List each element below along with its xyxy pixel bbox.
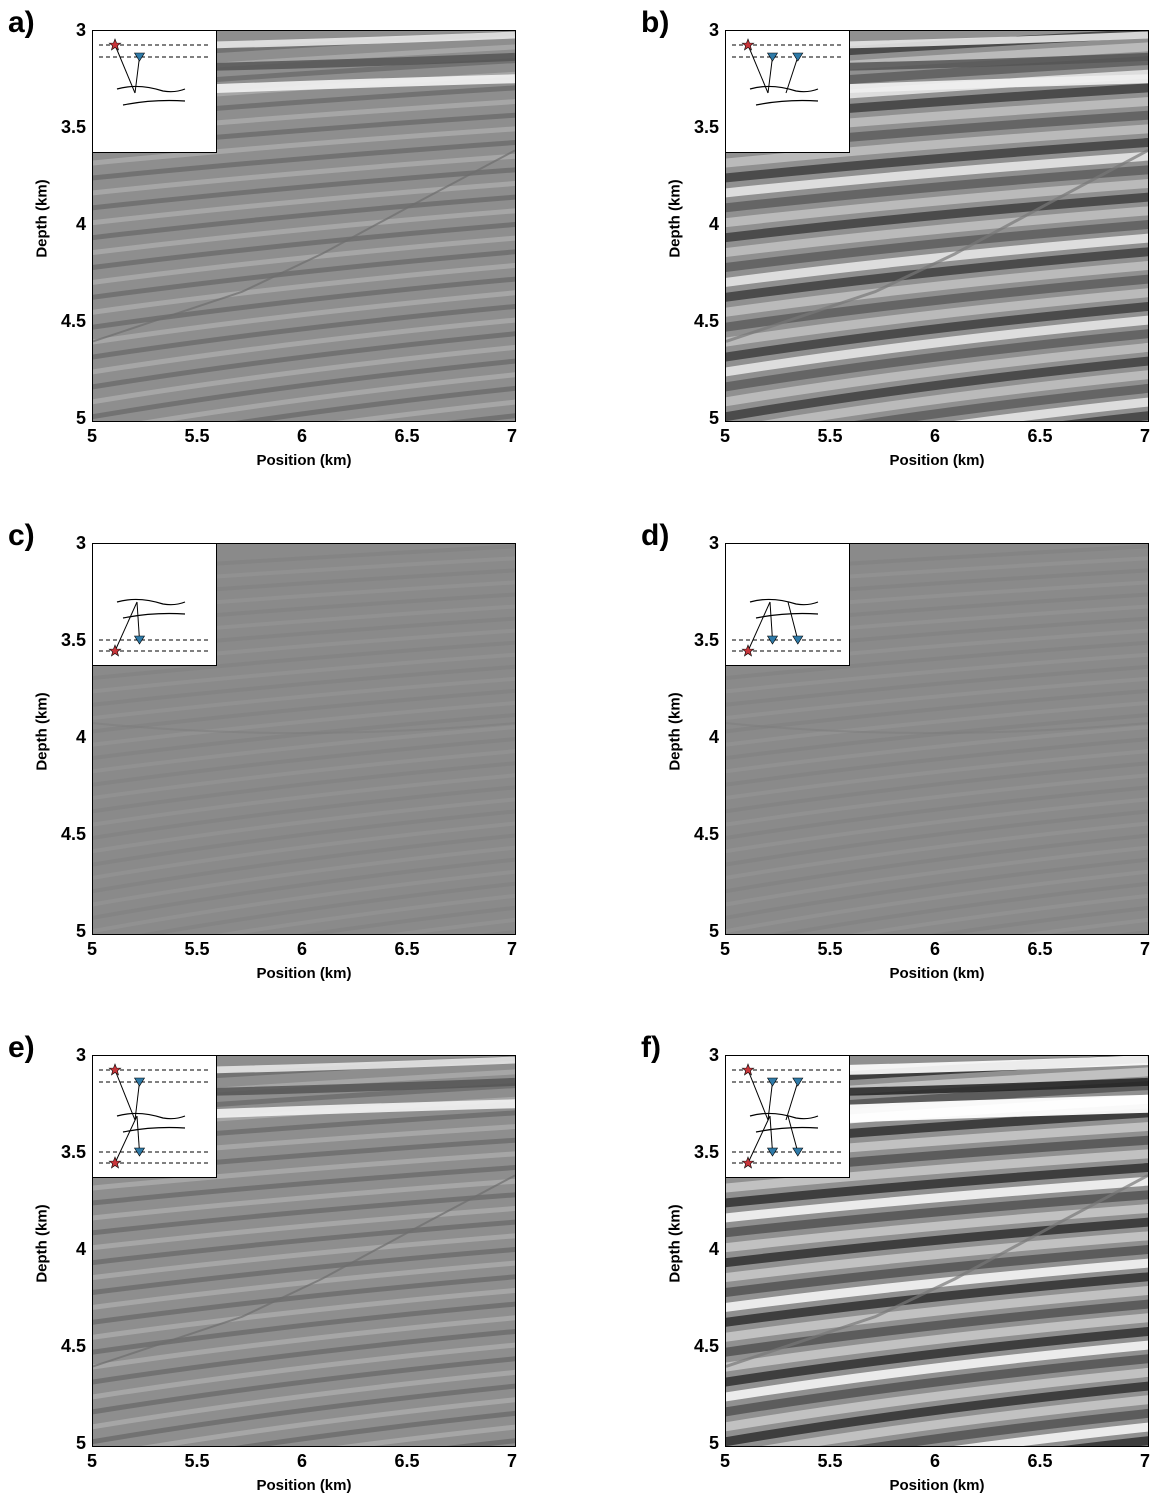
x-tick-label: 5.5 — [817, 939, 843, 959]
x-tick-label: 7 — [506, 939, 517, 959]
x-tick-label: 6.5 — [1027, 939, 1053, 959]
x-tick-label: 5.5 — [817, 1451, 843, 1471]
x-tick-label: 6 — [296, 939, 307, 959]
y-axis-label: Depth (km) — [33, 1204, 51, 1283]
seismic-image — [725, 30, 1149, 422]
y-tick-label: 5 — [708, 1433, 719, 1453]
x-tick-label: 6 — [929, 426, 940, 446]
y-axis-label: Depth (km) — [666, 692, 684, 771]
x-tick-label: 5.5 — [184, 1451, 210, 1471]
y-tick-label: 5 — [708, 921, 719, 941]
y-tick-label: 4.5 — [60, 311, 86, 331]
panel-d: d) 3 3.5 4 4.5 5 5 5.5 6 6.5 7 Depth (km) Position (… — [633, 513, 1157, 993]
panel-letter: b) — [641, 6, 670, 39]
y-tick-label: 3 — [708, 20, 719, 40]
x-tick-label: 6.5 — [394, 426, 420, 446]
panel-letter: c) — [8, 519, 35, 552]
panel-e: e) 3 3.5 4 4.5 5 5 5.5 6 6.5 7 Depth (km) Position (… — [0, 1025, 560, 1505]
y-axis-label: Depth (km) — [33, 692, 51, 771]
x-axis-label: Position (km) — [256, 1477, 352, 1494]
y-axis-label: Depth (km) — [33, 179, 51, 258]
x-tick-label: 7 — [506, 426, 517, 446]
x-axis-label: Position (km) — [256, 965, 352, 982]
panel-a: a) 3 3.5 4 4.5 5 5 5.5 6 6.5 7 Depth (km) Position (… — [0, 0, 560, 480]
acquisition-schematic-inset — [93, 1056, 217, 1178]
y-axis-label: Depth (km) — [666, 179, 684, 258]
y-tick-label: 4.5 — [693, 311, 719, 331]
x-axis-label: Position (km) — [889, 965, 985, 982]
acquisition-schematic-inset — [726, 544, 850, 666]
x-tick-label: 6 — [929, 939, 940, 959]
y-tick-label: 5 — [75, 408, 86, 428]
x-tick-label: 7 — [1139, 1451, 1150, 1471]
panel-letter: a) — [8, 6, 35, 39]
panel-letter: f) — [641, 1031, 661, 1064]
y-tick-label: 4.5 — [693, 1336, 719, 1356]
x-tick-label: 7 — [1139, 939, 1150, 959]
x-tick-label: 5.5 — [184, 426, 210, 446]
y-tick-label: 4 — [708, 727, 719, 747]
y-tick-label: 4.5 — [693, 824, 719, 844]
y-tick-label: 3.5 — [693, 630, 719, 650]
y-tick-label: 4 — [75, 727, 86, 747]
y-tick-label: 4.5 — [60, 824, 86, 844]
x-tick-label: 5 — [86, 426, 97, 446]
x-tick-label: 5 — [719, 426, 730, 446]
x-tick-label: 7 — [1139, 426, 1150, 446]
x-tick-label: 5 — [86, 1451, 97, 1471]
panel-letter: e) — [8, 1031, 35, 1064]
seismic-image — [92, 30, 516, 422]
seismic-image — [92, 1055, 516, 1447]
y-tick-label: 3 — [75, 533, 86, 553]
y-tick-label: 3 — [708, 533, 719, 553]
y-tick-label: 3 — [75, 20, 86, 40]
x-axis-label: Position (km) — [889, 452, 985, 469]
acquisition-schematic-inset — [726, 31, 850, 153]
x-tick-label: 6.5 — [394, 939, 420, 959]
acquisition-schematic-inset — [93, 31, 217, 153]
y-tick-label: 5 — [75, 921, 86, 941]
seismic-image-svg — [726, 544, 1148, 934]
y-tick-label: 3.5 — [693, 117, 719, 137]
y-tick-label: 4 — [75, 1239, 86, 1259]
panel-letter: d) — [641, 519, 670, 552]
x-tick-label: 5 — [719, 939, 730, 959]
seismic-image — [725, 543, 1149, 935]
acquisition-schematic-inset — [93, 544, 217, 666]
y-tick-label: 4.5 — [60, 1336, 86, 1356]
x-tick-label: 6.5 — [1027, 1451, 1053, 1471]
y-tick-label: 3.5 — [60, 630, 86, 650]
y-tick-label: 4 — [75, 214, 86, 234]
x-tick-label: 6 — [929, 1451, 940, 1471]
y-tick-label: 5 — [708, 408, 719, 428]
panel-f: f) 3 3.5 4 4.5 5 5 5.5 6 6.5 7 Depth (km) Position (… — [633, 1025, 1157, 1505]
y-tick-label: 3.5 — [693, 1142, 719, 1162]
seismic-image — [725, 1055, 1149, 1447]
x-tick-label: 6 — [296, 426, 307, 446]
x-tick-label: 5 — [719, 1451, 730, 1471]
x-tick-label: 5.5 — [817, 426, 843, 446]
y-tick-label: 3 — [75, 1045, 86, 1065]
panel-b: b) 3 3.5 4 4.5 5 5 5.5 6 6.5 7 Depth (km) Position (… — [633, 0, 1157, 480]
y-tick-label: 4 — [708, 1239, 719, 1259]
x-tick-label: 7 — [506, 1451, 517, 1471]
y-tick-label: 3 — [708, 1045, 719, 1065]
y-tick-label: 5 — [75, 1433, 86, 1453]
y-tick-label: 4 — [708, 214, 719, 234]
panel-c: c) 3 3.5 4 4.5 5 5 5.5 6 6.5 7 Depth (km) Position (… — [0, 513, 560, 993]
x-tick-label: 5.5 — [184, 939, 210, 959]
x-tick-label: 5 — [86, 939, 97, 959]
x-tick-label: 6 — [296, 1451, 307, 1471]
y-axis-label: Depth (km) — [666, 1204, 684, 1283]
acquisition-schematic-inset — [726, 1056, 850, 1178]
x-axis-label: Position (km) — [256, 452, 352, 469]
y-tick-label: 3.5 — [60, 1142, 86, 1162]
x-axis-label: Position (km) — [889, 1477, 985, 1494]
seismic-image — [92, 543, 516, 935]
x-tick-label: 6.5 — [1027, 426, 1053, 446]
x-tick-label: 6.5 — [394, 1451, 420, 1471]
y-tick-label: 3.5 — [60, 117, 86, 137]
